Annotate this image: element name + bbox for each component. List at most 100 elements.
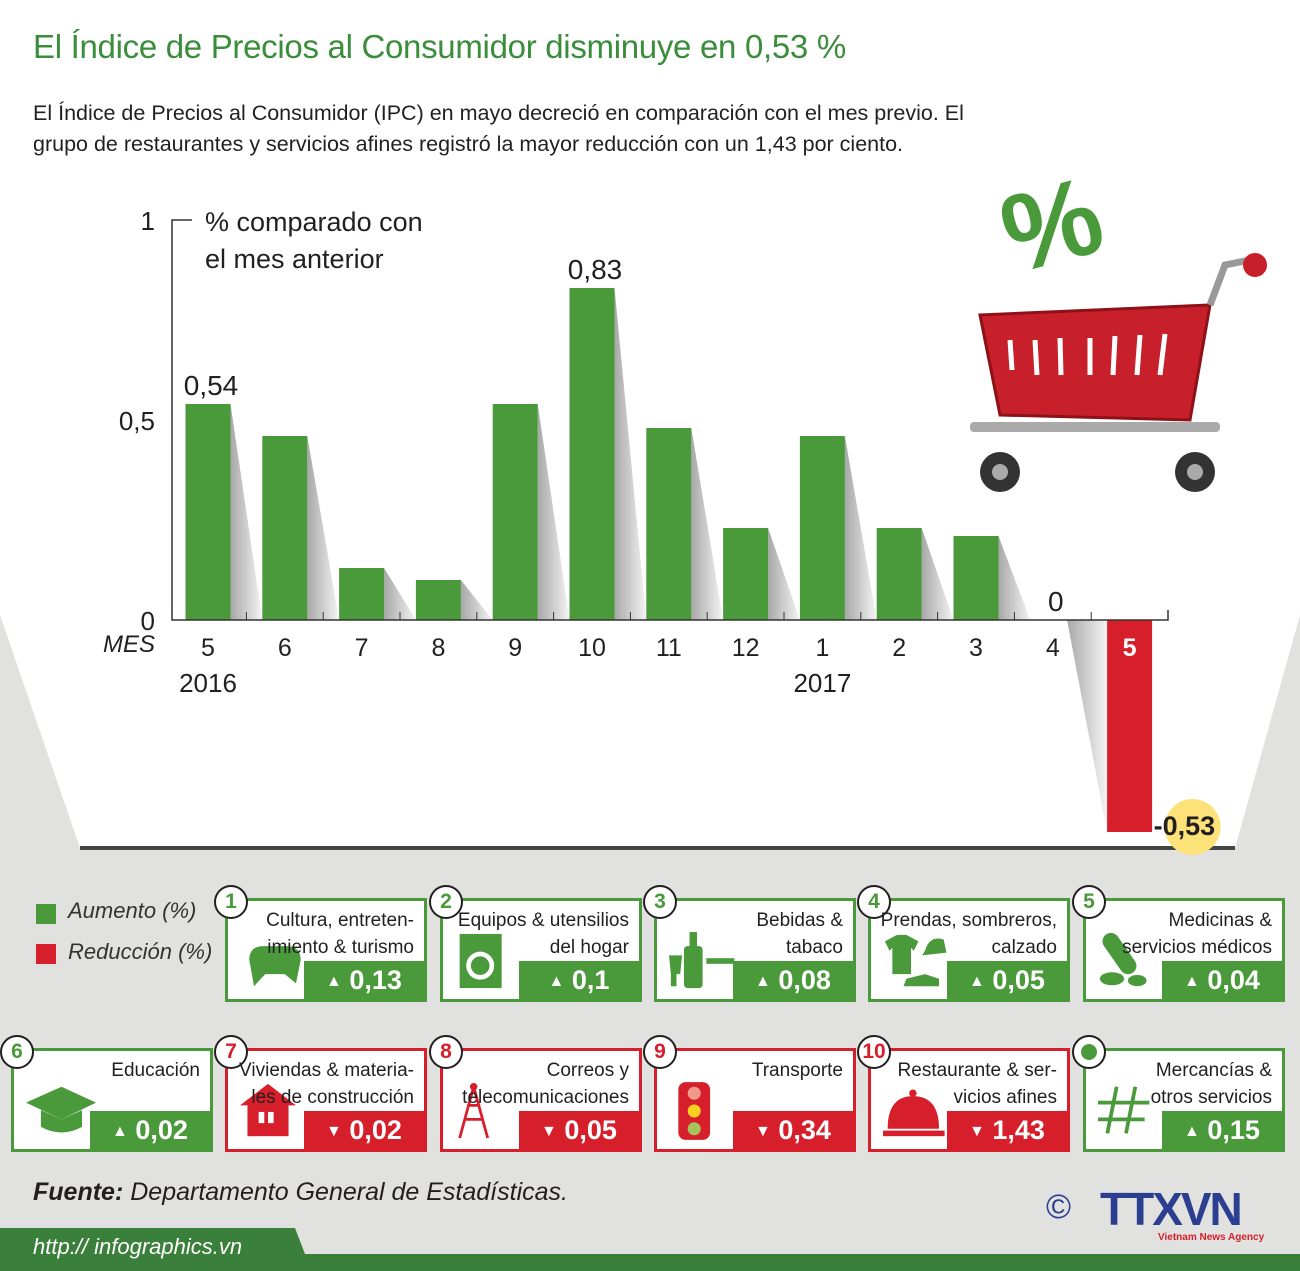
category-card: 9 Transporte ▼ 0,34 xyxy=(643,1035,856,1152)
category-number: 2 xyxy=(440,890,452,913)
category-number-badge: 10 xyxy=(857,1035,891,1069)
bar-10 xyxy=(953,536,999,620)
traffic-light-icon xyxy=(678,1082,711,1140)
category-label: Correos y telecomunicaciones xyxy=(439,1057,629,1111)
copyright-icon: © xyxy=(1046,1188,1072,1226)
category-number-badge: 4 xyxy=(857,885,891,919)
triangle-down-icon: ▼ xyxy=(326,1122,342,1140)
bar-7 xyxy=(723,528,769,620)
data-label: 0,54 xyxy=(184,370,239,401)
category-label-line2: tabaco xyxy=(785,937,843,958)
website-link[interactable]: http:// infographics.vn xyxy=(33,1234,243,1259)
bar-shadow xyxy=(384,568,416,620)
category-label: Viviendas & materia-les de construcción xyxy=(224,1057,414,1111)
category-value-text: 0,34 xyxy=(778,1115,831,1145)
category-number-badge: 8 xyxy=(429,1035,463,1069)
food-cloche-icon xyxy=(883,1089,945,1137)
y-tick-label: 0 xyxy=(141,606,155,636)
x-tick-label: 2 xyxy=(892,634,906,662)
legend-swatch-decrease xyxy=(36,944,56,964)
category-number-badge: 1 xyxy=(214,885,248,919)
data-label: 0,83 xyxy=(568,254,623,285)
category-card: 4 Prendas, sombreros, calzado ▲ 0,05 xyxy=(857,885,1070,1002)
x-tick-label: 5 xyxy=(1123,634,1137,662)
y-axis-title: % comparado con el mes anterior xyxy=(205,204,423,278)
category-card: 6 Educación ▲ 0,02 xyxy=(0,1035,213,1152)
bar-5 xyxy=(569,288,615,620)
category-label: Educación xyxy=(10,1057,200,1084)
category-value: ▲ 0,15 xyxy=(1162,1111,1282,1149)
y-tick-label: 0,5 xyxy=(119,406,155,436)
washing-machine-icon xyxy=(459,933,502,989)
category-value: ▲ 0,04 xyxy=(1162,961,1282,999)
year-label: 2016 xyxy=(179,668,237,698)
x-tick-label: 10 xyxy=(578,634,606,662)
category-number: 6 xyxy=(11,1040,23,1063)
triangle-up-icon: ▲ xyxy=(969,972,985,990)
category-value: ▲ 0,08 xyxy=(733,961,853,999)
category-value: ▼ 0,05 xyxy=(519,1111,639,1149)
category-label-line1: Medicinas & xyxy=(1168,910,1273,931)
y-tick-label: 1 xyxy=(141,206,155,236)
category-card: 7 Viviendas & materia-les de construcció… xyxy=(214,1035,427,1152)
x-tick-label: 4 xyxy=(1046,634,1060,662)
bottle-cigarette-icon xyxy=(669,932,735,989)
category-label-line2: telecomunicaciones xyxy=(462,1087,629,1108)
antenna-tower-icon xyxy=(458,1083,490,1139)
triangle-up-icon: ▲ xyxy=(755,972,771,990)
bar-shadow xyxy=(1067,620,1108,832)
bar-shadow xyxy=(998,536,1031,620)
bar-shadow xyxy=(921,528,954,620)
category-value-text: 0,1 xyxy=(571,965,610,995)
bar-shadow xyxy=(230,404,263,620)
category-number: 1 xyxy=(225,890,237,913)
x-tick-label: 9 xyxy=(508,634,522,662)
category-number: 5 xyxy=(1083,890,1095,913)
x-tick-label: 8 xyxy=(431,634,445,662)
category-number-badge: 3 xyxy=(643,885,677,919)
shopping-cart-percent-icon: % xyxy=(970,170,1267,492)
bar-1 xyxy=(262,436,308,620)
category-value-text: 0,15 xyxy=(1207,1115,1260,1145)
pill-icon xyxy=(1099,932,1147,987)
category-label: Bebidas & tabaco xyxy=(653,907,843,961)
bar-9 xyxy=(876,528,922,620)
category-card: 3 Bebidas & tabaco ▲ 0,08 xyxy=(643,885,856,1002)
category-label-line1: Cultura, entreten- xyxy=(266,910,414,931)
ttxvn-logo-subtitle: Vietnam News Agency xyxy=(1158,1232,1265,1243)
category-number: 8 xyxy=(440,1040,452,1063)
x-axis-title: MES xyxy=(103,631,155,658)
data-label: -0,53 xyxy=(1154,811,1216,841)
triangle-down-icon: ▼ xyxy=(969,1122,985,1140)
category-label-line1: Bebidas & xyxy=(756,910,843,931)
dot-icon xyxy=(1081,1044,1097,1061)
category-value-text: 0,05 xyxy=(992,965,1045,995)
year-label: 2017 xyxy=(793,668,851,698)
category-number-badge: 2 xyxy=(429,885,463,919)
category-label-line1: Restaurante & ser- xyxy=(897,1060,1057,1081)
bar-2 xyxy=(339,568,385,620)
category-number: 9 xyxy=(654,1040,666,1063)
category-value: ▲ 0,13 xyxy=(304,961,424,999)
category-value-text: 0,13 xyxy=(349,965,402,995)
bar-12 xyxy=(1107,620,1153,832)
bar-shadow xyxy=(691,428,724,620)
clothing-icon xyxy=(884,934,947,987)
axis-line xyxy=(171,219,1169,621)
triangle-up-icon: ▲ xyxy=(548,972,565,990)
category-label-line1: Educación xyxy=(111,1060,200,1081)
category-number: 3 xyxy=(654,890,666,913)
category-card: 8 Correos y telecomunicaciones ▼ 0,05 xyxy=(429,1035,642,1152)
x-tick-label: 3 xyxy=(969,634,983,662)
category-value: ▼ 0,02 xyxy=(304,1111,424,1149)
gamepad-icon xyxy=(249,946,301,987)
category-number-badge: 9 xyxy=(643,1035,677,1069)
x-tick-label: 12 xyxy=(732,634,760,662)
graduation-cap-icon xyxy=(26,1086,96,1133)
bar-shadow xyxy=(614,288,647,620)
bar-shadow xyxy=(460,580,493,620)
category-label-line1: Mercancías & xyxy=(1155,1060,1272,1081)
category-label-line2: del hogar xyxy=(549,937,629,958)
legend-swatch-increase xyxy=(36,904,56,924)
